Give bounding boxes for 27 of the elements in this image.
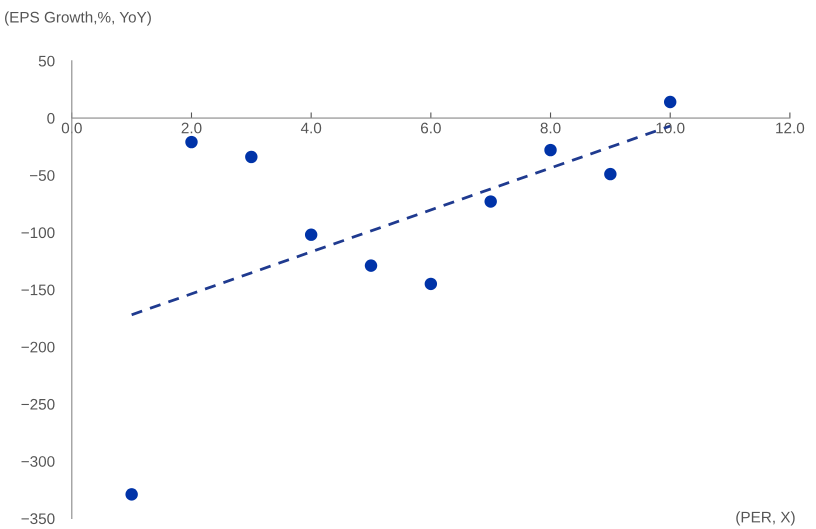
y-tick-label: −50	[30, 170, 55, 181]
y-tick-label: 50	[38, 56, 55, 67]
y-tick-label: −150	[21, 284, 55, 296]
y-tick-label: −300	[21, 456, 55, 467]
y-tick-label: 0	[47, 112, 55, 124]
point	[304, 228, 318, 241]
x-tick-label: 6.0	[421, 122, 441, 134]
point	[245, 150, 258, 164]
x-tick-label: 4.0	[300, 122, 322, 134]
x-axis-title: (PER, X)	[736, 511, 795, 526]
point	[185, 136, 198, 148]
y-tick-label: −100	[21, 227, 55, 238]
y-tick-label: −200	[21, 342, 55, 353]
point	[364, 259, 378, 272]
point	[484, 195, 497, 208]
x-tick-label: 10.0	[656, 122, 684, 134]
x-tick-label: 8.0	[540, 122, 561, 134]
point	[544, 144, 557, 156]
point	[664, 96, 676, 108]
y-axis-title: (EPS Growth,%, YoY)	[5, 11, 151, 26]
point	[604, 168, 617, 180]
y-tick-label: −350	[21, 513, 55, 524]
x-tick-label: 2.0	[182, 122, 202, 134]
point	[424, 278, 438, 290]
x-tick-label: 12.0	[776, 122, 804, 134]
point	[125, 488, 138, 501]
y-tick-label: −250	[21, 398, 55, 410]
